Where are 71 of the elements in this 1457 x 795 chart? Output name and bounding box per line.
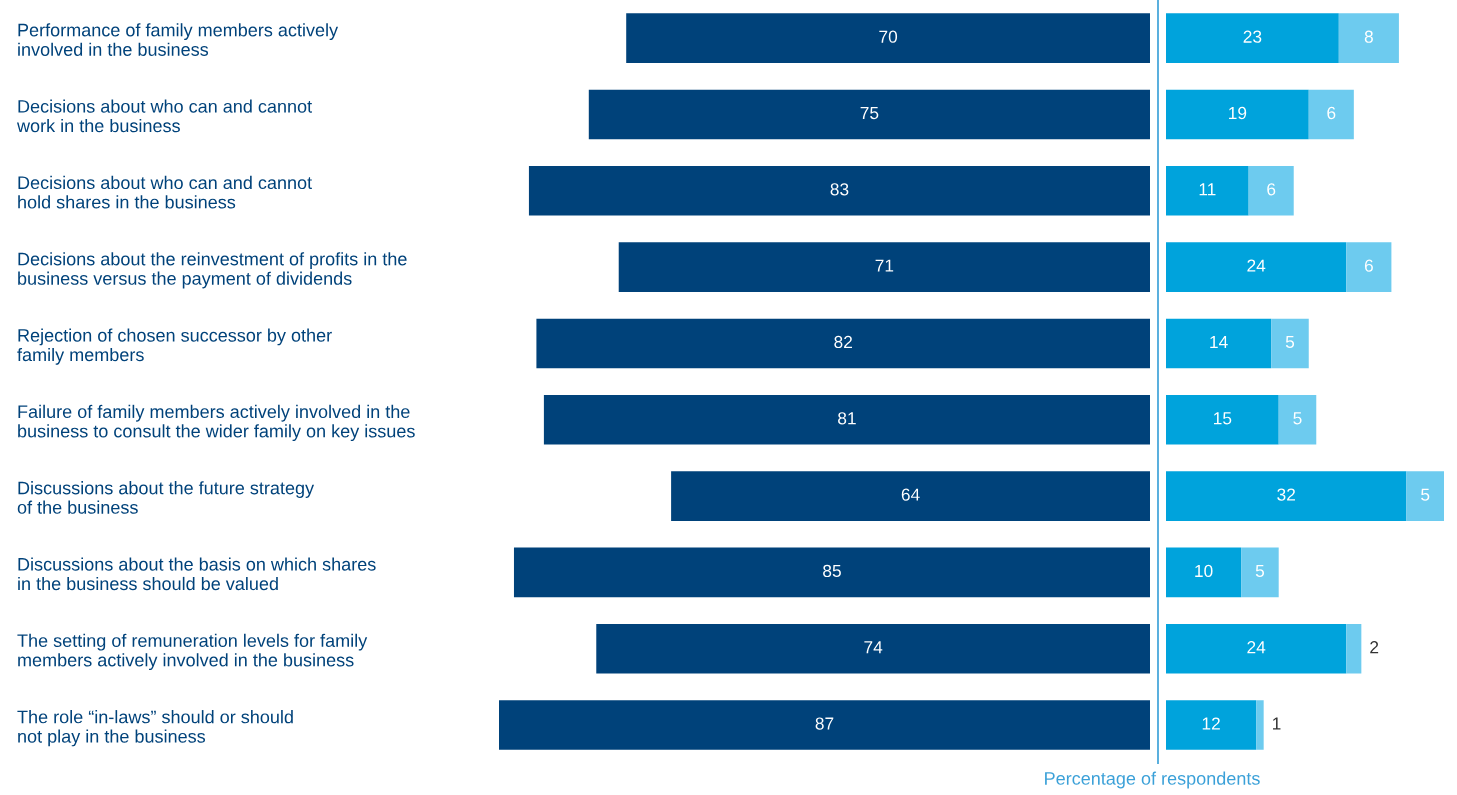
data-label: 5: [1285, 335, 1295, 349]
y-tick-label: Discussions about the basis on which shares in the business should be valued: [18, 557, 376, 591]
data-label: 83: [830, 183, 849, 196]
data-label: 81: [838, 412, 856, 425]
bar: [1248, 166, 1294, 216]
data-label: 10: [1195, 564, 1213, 578]
bar: [528, 166, 1150, 216]
bar: [1346, 242, 1392, 292]
bar: [1346, 623, 1362, 674]
bar: [1166, 166, 1249, 216]
bar: [1166, 13, 1339, 63]
data-label: 12: [1202, 717, 1220, 730]
data-label: 74: [864, 641, 883, 654]
data-label: 1: [1273, 717, 1281, 730]
bar: [1166, 394, 1279, 445]
y-tick-label: The role “in-laws” should or should not play in the business: [17, 710, 293, 747]
data-label: 32: [1277, 488, 1295, 501]
y-tick-label: Decisions about who can and cannot work in the business: [16, 99, 312, 133]
data-label: 11: [1199, 183, 1216, 196]
bar: [499, 700, 1150, 750]
y-tick-label: Failure of family members actively involved in the business to consult the wider family on key issues: [18, 404, 415, 442]
data-label: 5: [1255, 564, 1265, 578]
bar: [596, 623, 1150, 674]
bar: [513, 547, 1150, 598]
y-tick-label: Rejection of chosen successor by other family members: [17, 328, 332, 365]
y-tick-label: Decisions about the reinvestment of profits in the business versus the payment of dividends: [18, 252, 407, 289]
data-label: 19: [1229, 106, 1247, 120]
bar: [543, 394, 1150, 445]
bar: [1166, 89, 1309, 140]
data-label: 23: [1243, 30, 1262, 43]
bar: [1166, 623, 1347, 674]
data-label: 6: [1267, 183, 1276, 196]
data-label: 85: [823, 564, 841, 578]
bar: [1166, 242, 1347, 292]
data-label: 24: [1247, 259, 1266, 272]
data-label: 8: [1364, 30, 1373, 43]
y-tick-label: Discussions about the future strategy of the business: [17, 481, 315, 514]
bar: [1256, 700, 1264, 750]
bar: [1241, 547, 1279, 598]
bar: [618, 242, 1150, 292]
data-label: 64: [901, 488, 920, 501]
data-label: 6: [1364, 259, 1373, 272]
y-tick-label: The setting of remuneration levels for family members actively involved in the business: [17, 633, 368, 671]
bar: [1166, 700, 1257, 750]
y-tick-label: Performance of family members actively involved in the business: [18, 23, 339, 56]
bar: [536, 318, 1150, 369]
x-axis-title: Percentage of respondents: [1045, 771, 1260, 789]
data-label: 70: [879, 30, 898, 43]
bar: [1166, 471, 1407, 521]
data-label: 15: [1214, 412, 1232, 425]
bar: [1166, 547, 1242, 598]
bar: [1406, 471, 1444, 521]
bar: [1308, 89, 1354, 140]
bar: [1271, 318, 1309, 369]
data-label: 75: [860, 107, 879, 120]
bar: [1338, 13, 1399, 63]
data-label: 2: [1370, 641, 1379, 654]
bar: [1278, 394, 1317, 445]
bar: [1166, 318, 1272, 369]
data-label: 5: [1421, 488, 1430, 501]
data-label: 6: [1327, 106, 1336, 120]
y-tick-label: Decisions about who can and cannot hold shares in the business: [18, 175, 312, 209]
bar: [671, 471, 1150, 521]
data-label: 14: [1210, 335, 1228, 348]
data-label: 5: [1293, 412, 1302, 425]
data-label: 87: [815, 717, 834, 730]
bar: [588, 89, 1150, 140]
data-label: 24: [1247, 641, 1266, 654]
data-label: 71: [875, 259, 894, 272]
data-label: 82: [834, 335, 852, 349]
bar: [626, 13, 1150, 63]
